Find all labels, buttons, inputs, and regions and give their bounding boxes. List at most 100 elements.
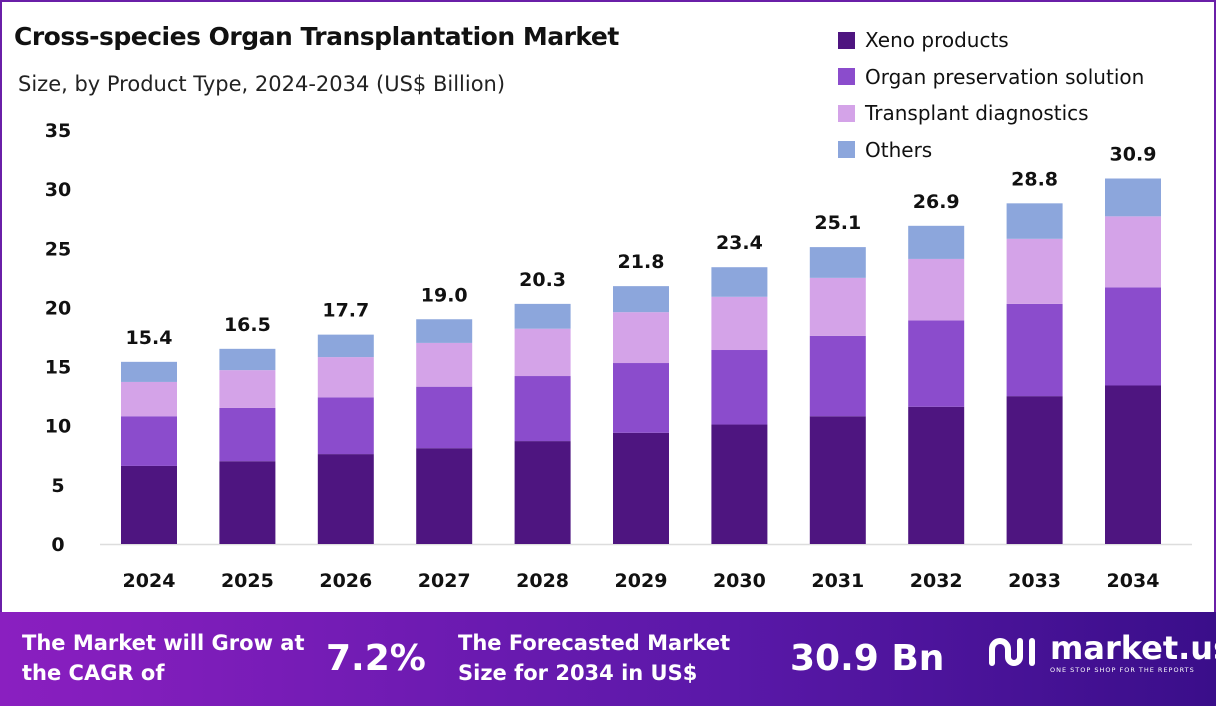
x-tick-label: 2029	[615, 570, 668, 592]
bar-segment-organ-preservation-solution	[219, 407, 276, 462]
marketus-logo: market.us ONE STOP SHOP FOR THE REPORTS	[986, 632, 1216, 674]
total-data-label: 30.9	[1110, 143, 1157, 165]
total-data-label: 20.3	[519, 269, 566, 291]
bar-segment-xeno-products	[809, 416, 866, 544]
bar-segment-transplant-diagnostics	[416, 342, 473, 387]
bar-segment-xeno-products	[1006, 396, 1063, 544]
y-tick-label: 0	[51, 534, 64, 556]
bar-segment-others	[1006, 203, 1063, 239]
legend-swatch	[838, 104, 855, 122]
bar-segment-organ-preservation-solution	[1105, 287, 1161, 386]
x-tick-label: 2032	[910, 570, 963, 592]
stacked-bar-chart: 0510152025303515.4202416.5202517.7202619…	[45, 120, 1192, 592]
bar-segment-xeno-products	[514, 441, 571, 544]
legend-item-organ-preservation: Organ preservation solution	[838, 59, 1144, 96]
x-tick-label: 2033	[1008, 570, 1061, 592]
legend-swatch	[838, 31, 855, 49]
total-data-label: 17.7	[322, 300, 369, 322]
x-tick-label: 2025	[221, 570, 274, 592]
legend-label: Transplant diagnostics	[865, 101, 1089, 126]
bar-segment-xeno-products	[317, 454, 374, 544]
bar-segment-others	[317, 334, 374, 358]
bar-segment-transplant-diagnostics	[219, 370, 276, 408]
bar-segment-organ-preservation-solution	[121, 416, 177, 466]
bar-segment-organ-preservation-solution	[711, 350, 768, 425]
total-data-label: 19.0	[421, 284, 468, 306]
bar-segment-transplant-diagnostics	[1006, 238, 1063, 304]
bar-segment-others	[1105, 178, 1161, 217]
bar-segment-others	[514, 303, 571, 329]
bar-segment-transplant-diagnostics	[711, 296, 768, 351]
bar-segment-organ-preservation-solution	[1006, 303, 1063, 397]
legend-swatch	[838, 141, 855, 159]
bar-segment-transplant-diagnostics	[317, 357, 374, 398]
y-tick-label: 15	[45, 357, 71, 379]
total-data-label: 16.5	[224, 314, 271, 336]
bar-segment-transplant-diagnostics	[809, 277, 866, 336]
bar-segment-transplant-diagnostics	[1105, 216, 1161, 288]
x-tick-label: 2031	[811, 570, 864, 592]
bar-segment-xeno-products	[613, 432, 669, 544]
bar-segment-organ-preservation-solution	[809, 335, 866, 417]
legend-label: Organ preservation solution	[865, 64, 1145, 89]
y-tick-label: 5	[51, 475, 64, 497]
bar-segment-transplant-diagnostics	[613, 312, 669, 364]
bar-segment-others	[809, 247, 866, 278]
bar-segment-xeno-products	[711, 424, 768, 544]
total-data-label: 23.4	[716, 232, 763, 254]
bar-segment-organ-preservation-solution	[908, 320, 965, 407]
bar-segment-xeno-products	[121, 465, 177, 544]
y-tick-label: 20	[45, 297, 71, 319]
chart-title: Cross-species Organ Transplantation Mark…	[14, 22, 619, 51]
bar-segment-transplant-diagnostics	[908, 258, 965, 321]
forecast-value: 30.9 Bn	[790, 638, 945, 679]
total-data-label: 25.1	[814, 212, 861, 234]
total-data-label: 28.8	[1011, 168, 1058, 190]
bar-segment-xeno-products	[908, 406, 965, 544]
bar-segment-organ-preservation-solution	[514, 376, 571, 442]
x-tick-label: 2024	[123, 570, 176, 592]
y-tick-label: 25	[45, 238, 71, 260]
x-tick-label: 2026	[319, 570, 372, 592]
chart-subtitle: Size, by Product Type, 2024-2034 (US$ Bi…	[18, 72, 506, 96]
bar-segment-organ-preservation-solution	[416, 386, 473, 449]
forecast-label: The Forecasted Market Size for 2034 in U…	[458, 631, 731, 685]
cagr-label: The Market will Grow at the CAGR of	[22, 631, 305, 685]
legend-item-transplant-diagnostics: Transplant diagnostics	[838, 95, 1144, 132]
bar-segment-others	[121, 361, 177, 382]
total-data-label: 26.9	[913, 191, 960, 213]
legend-label: Xeno products	[865, 28, 1009, 53]
bar-segment-transplant-diagnostics	[514, 328, 571, 377]
logo-text: market.us	[1050, 629, 1216, 667]
cagr-value: 7.2%	[326, 638, 426, 679]
bar-segment-others	[908, 225, 965, 259]
x-tick-label: 2034	[1107, 570, 1160, 592]
x-tick-label: 2027	[418, 570, 471, 592]
y-tick-label: 10	[45, 416, 71, 438]
x-tick-label: 2028	[516, 570, 569, 592]
x-tick-label: 2030	[713, 570, 766, 592]
legend-swatch	[838, 68, 855, 86]
total-data-label: 21.8	[618, 251, 665, 273]
bar-segment-others	[219, 348, 276, 371]
total-data-label: 15.4	[126, 327, 173, 349]
legend-item-xeno: Xeno products	[838, 22, 1144, 59]
legend-item-others: Others	[838, 132, 1144, 169]
bar-segment-xeno-products	[1105, 385, 1161, 544]
bar-segment-xeno-products	[219, 461, 276, 544]
bar-segment-organ-preservation-solution	[317, 397, 374, 455]
logo-icon	[989, 638, 1035, 666]
bar-segment-organ-preservation-solution	[613, 363, 669, 433]
bar-segment-others	[416, 319, 473, 343]
bar-segment-transplant-diagnostics	[121, 381, 177, 417]
legend-label: Others	[865, 137, 933, 162]
logo-tagline: ONE STOP SHOP FOR THE REPORTS	[1050, 666, 1195, 674]
y-tick-label: 35	[45, 120, 71, 142]
y-tick-label: 30	[45, 179, 71, 201]
footer-banner: The Market will Grow at the CAGR of 7.2%…	[0, 612, 1216, 706]
legend: Xeno products Organ preservation solutio…	[838, 22, 1144, 168]
bar-segment-others	[711, 267, 768, 297]
bar-segment-others	[613, 286, 669, 313]
bar-segment-xeno-products	[416, 448, 473, 544]
